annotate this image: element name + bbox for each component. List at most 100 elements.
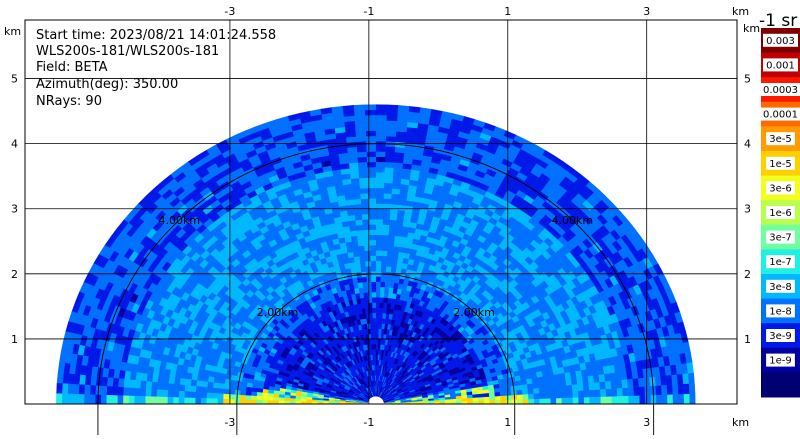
radar-gate: [173, 383, 180, 392]
radar-gate: [560, 384, 568, 393]
radar-gate: [500, 395, 507, 401]
radar-gate: [365, 135, 376, 142]
radar-gate: [566, 384, 573, 392]
radar-gate: [151, 374, 159, 383]
radar-gate: [356, 146, 367, 153]
radar-gate: [368, 312, 373, 319]
radar-gate: [354, 114, 366, 122]
radar-gate: [644, 385, 651, 396]
radar-gate: [173, 377, 181, 385]
radar-gate: [382, 213, 391, 220]
radar-gate: [506, 399, 513, 404]
radar-gate: [100, 385, 108, 396]
radar-gate: [587, 375, 595, 384]
radar-gate: [112, 377, 120, 388]
radar-gate: [379, 297, 384, 303]
radar-gate: [610, 380, 618, 389]
radar-gate: [375, 333, 379, 340]
radar-gate: [371, 286, 376, 293]
radar-gate: [178, 384, 186, 392]
radar-gate: [372, 323, 376, 329]
radar-gate: [375, 218, 383, 225]
radar-gate: [388, 282, 395, 289]
radar-gate: [388, 229, 396, 236]
radar-gate: [588, 382, 596, 391]
radar-gate: [522, 393, 529, 400]
radar-gate: [375, 151, 386, 158]
radar-gate: [672, 383, 679, 395]
radar-gate: [101, 376, 108, 387]
radar-gate: [386, 245, 394, 252]
radar-gate: [633, 386, 640, 396]
radar-gate: [375, 192, 384, 199]
radar-gate: [356, 234, 364, 242]
radar-gate: [365, 265, 372, 272]
radar-gate: [256, 388, 264, 394]
radar-gate: [128, 387, 135, 397]
radar-gate: [582, 382, 590, 391]
radar-gate: [683, 383, 690, 395]
radar-gate: [369, 229, 376, 236]
radar-gate: [167, 390, 174, 398]
radar-gate: [385, 125, 397, 132]
radar-gate: [383, 297, 388, 304]
radar-gate: [384, 161, 395, 168]
radar-gate: [381, 229, 390, 236]
radar-gate: [505, 390, 512, 396]
radar-gate: [362, 224, 370, 231]
radar-gate: [583, 396, 590, 404]
radar-gate: [382, 208, 391, 215]
radar-gate: [384, 146, 396, 153]
radar-gate: [571, 383, 579, 392]
radar-gate: [156, 389, 163, 398]
radar-gate: [395, 136, 406, 143]
radar-gate: [606, 396, 613, 404]
radar-gate: [357, 245, 365, 252]
radar-gate: [628, 395, 635, 404]
radar-gate: [375, 234, 383, 241]
radar-gate: [240, 385, 247, 392]
radar-gate: [300, 401, 307, 404]
radar-gate: [359, 260, 366, 268]
radar-gate: [375, 312, 380, 319]
radar-gate: [521, 383, 529, 390]
radar-gate: [489, 395, 496, 401]
radar-gate: [393, 235, 402, 242]
radar-gate: [379, 286, 385, 293]
radar-gate: [393, 277, 400, 284]
radar-gate: [375, 182, 385, 189]
radar-gate: [347, 157, 359, 164]
radar-gate: [375, 198, 384, 204]
radar-gate: [478, 400, 485, 404]
radar-gate: [576, 376, 584, 385]
radar-gate: [354, 120, 366, 127]
radar-gate: [351, 245, 359, 253]
radar-gate: [494, 399, 502, 404]
radar-gate: [361, 219, 370, 226]
radar-gate: [589, 396, 596, 404]
radar-gate: [346, 146, 358, 154]
radar-gate: [544, 392, 551, 399]
radar-gate: [489, 399, 496, 404]
radar-gate: [380, 255, 388, 262]
radar-gate: [688, 382, 696, 394]
radar-gate: [206, 392, 213, 399]
radar-gate: [592, 374, 600, 383]
radar-gate: [378, 307, 384, 314]
radar-gate: [382, 224, 390, 231]
radar-gate: [358, 172, 368, 179]
radar-gate: [384, 151, 395, 158]
radar-gate: [375, 114, 387, 121]
radar-gate: [379, 291, 385, 298]
radar-gate: [294, 401, 301, 404]
radar-gate: [566, 390, 574, 398]
radar-gate: [61, 383, 69, 395]
radar-gate: [370, 255, 376, 262]
radar-gate: [239, 394, 246, 400]
radar-gate: [289, 395, 296, 399]
radar-gate: [56, 372, 64, 384]
radar-gate: [375, 146, 386, 152]
radar-gate: [375, 250, 382, 256]
radar-gate: [394, 225, 403, 232]
radar-gate: [239, 390, 247, 396]
